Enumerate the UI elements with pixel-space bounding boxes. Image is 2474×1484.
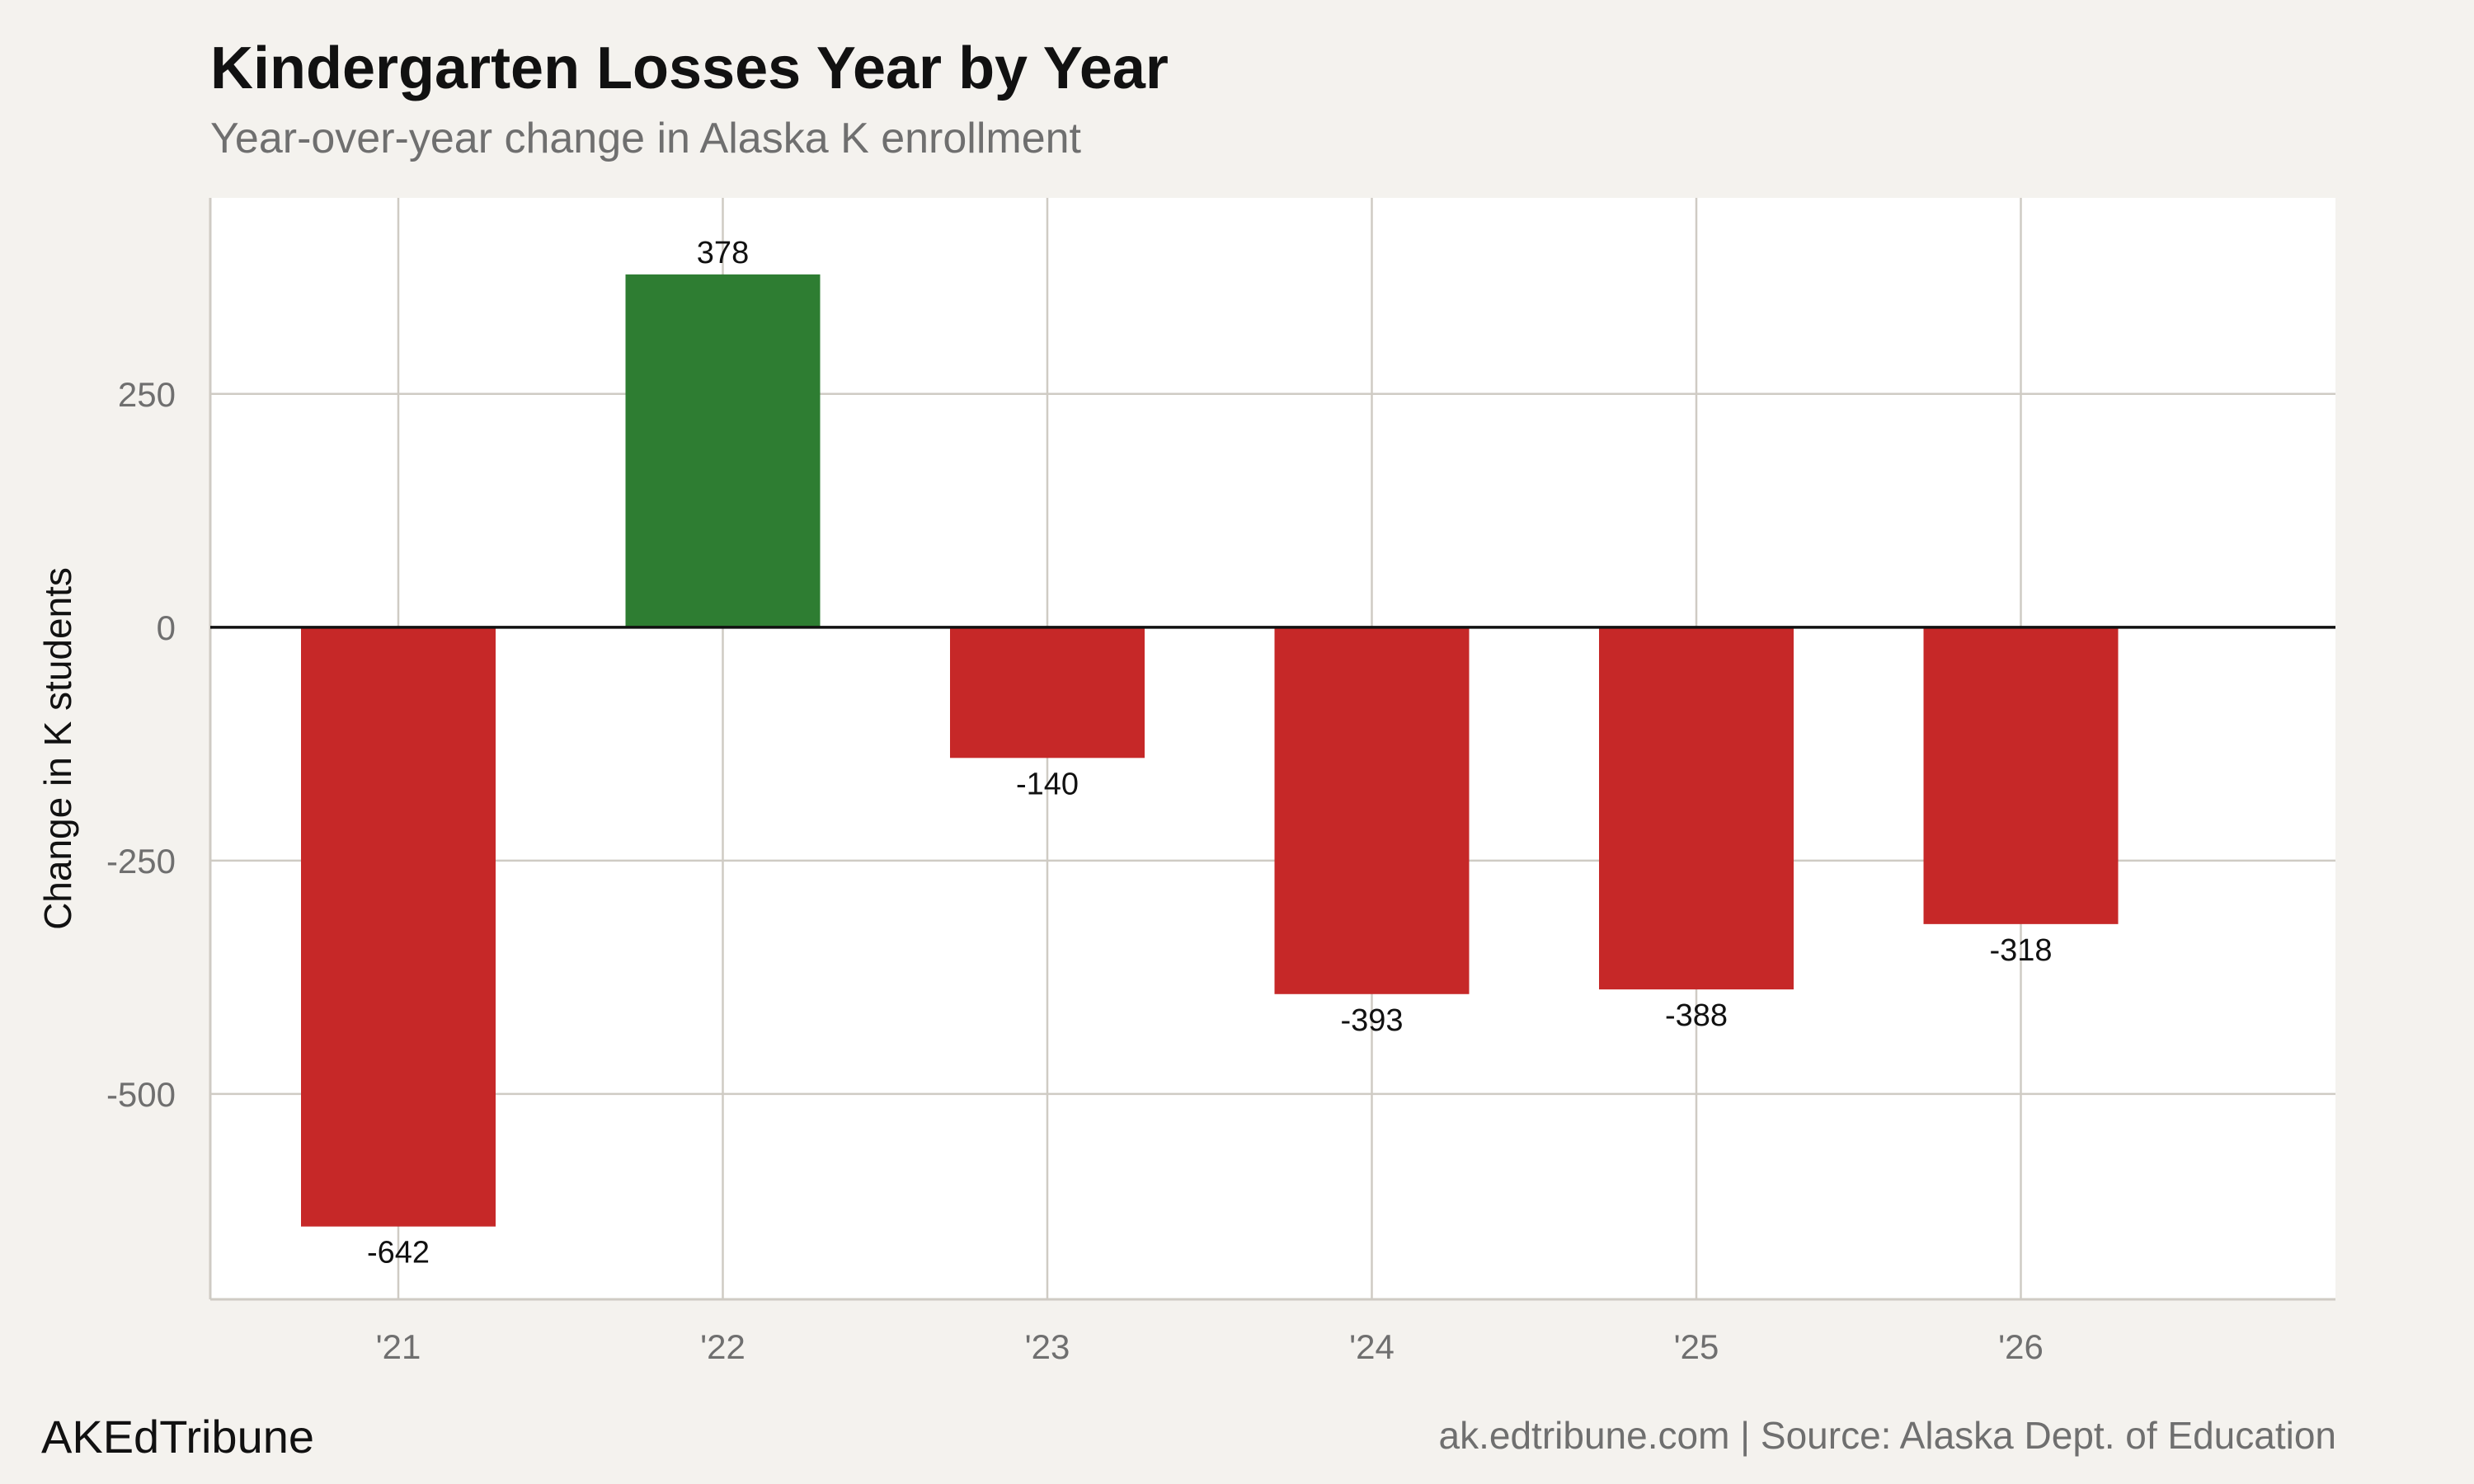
y-tick-label: -250: [106, 842, 176, 881]
y-tick-label: -500: [106, 1075, 176, 1114]
bars: [301, 274, 2119, 1227]
chart-title: Kindergarten Losses Year by Year: [210, 35, 1169, 101]
bar-26: [1923, 627, 2119, 924]
bar-23: [950, 627, 1145, 758]
y-tick-label: 250: [118, 375, 176, 414]
x-tick-label: '24: [1349, 1327, 1395, 1366]
x-tick-label: '25: [1674, 1327, 1719, 1366]
data-label: -642: [367, 1236, 430, 1270]
brand-logo-text: AKEdTribune: [41, 1411, 314, 1463]
data-labels: -642 378 -140 -393 -388 -318: [367, 236, 2053, 1270]
chart-subtitle: Year-over-year change in Alaska K enroll…: [210, 115, 1081, 162]
data-label: -388: [1665, 998, 1728, 1033]
x-tick-label: '23: [1025, 1327, 1070, 1366]
x-tick-label: '22: [700, 1327, 745, 1366]
bar-24: [1274, 627, 1470, 994]
bar-21: [301, 627, 496, 1227]
source-note: ak.edtribune.com | Source: Alaska Dept. …: [1438, 1414, 2336, 1457]
data-label: -318: [1989, 933, 2052, 968]
y-tick-labels: 250 0 -250 -500: [106, 375, 176, 1114]
x-tick-label: '21: [376, 1327, 421, 1366]
x-tick-labels: '21 '22 '23 '24 '25 '26: [376, 1327, 2044, 1366]
y-axis-title: Change in K students: [36, 567, 79, 930]
bar-22: [625, 274, 821, 627]
bar-25: [1599, 627, 1794, 990]
data-label: -140: [1016, 767, 1079, 801]
data-label: 378: [697, 236, 749, 270]
x-tick-label: '26: [1998, 1327, 2044, 1366]
data-label: -393: [1340, 1003, 1403, 1038]
y-tick-label: 0: [157, 608, 176, 647]
